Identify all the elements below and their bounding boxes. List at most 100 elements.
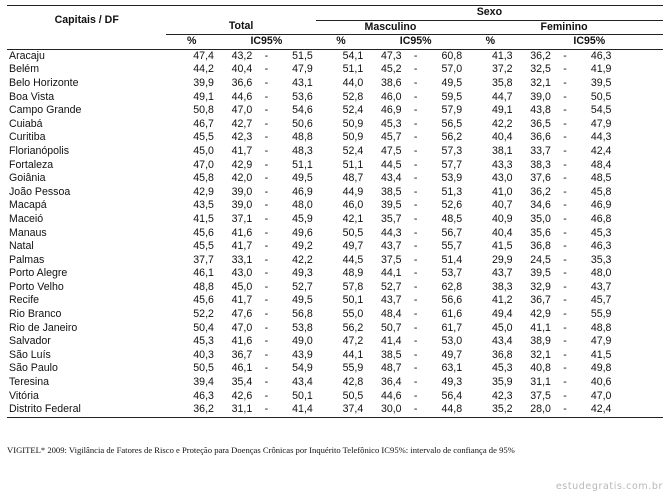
header-total: Total [166, 20, 316, 36]
spacer-cell [614, 77, 663, 91]
feminino-pct: 40,4 [491, 131, 513, 144]
table-row: João Pessoa 42,9 39,0-46,9 44,9 38,5-51,3 41,… [7, 186, 663, 200]
feminino-ic-separator: - [563, 49, 567, 62]
feminino-ic-separator: - [563, 131, 567, 144]
feminino-ic-low: 40,8 [530, 362, 551, 375]
feminino-ic-separator: - [563, 348, 567, 361]
capital-name: São Paulo [9, 362, 58, 375]
masculino-ic-low: 44,6 [380, 389, 402, 402]
masculino-ic-separator: - [413, 308, 418, 321]
feminino-ic-high: 45,8 [590, 185, 612, 198]
masculino-pct: 44,0 [342, 76, 364, 89]
masculino-ic-high: 56,4 [441, 389, 463, 402]
masculino-ic-low: 30,0 [366, 403, 405, 418]
total-ic-low: 35,4 [231, 376, 253, 389]
total-pct: 49,1 [193, 90, 214, 103]
masculino-ic-high: 56,2 [441, 131, 463, 144]
feminino-ic-separator: - [563, 76, 567, 89]
feminino-ic-low: 38,9 [530, 335, 551, 348]
capital-name: São Luís [9, 348, 51, 361]
capital-name: Porto Velho [9, 280, 64, 293]
table-row: Salvador 45,3 41,6-49,0 47,2 41,4-53,0 43,4 38… [7, 335, 663, 349]
total-pct: 45,3 [193, 335, 214, 348]
table-row: Rio de Janeiro 50,4 47,0-53,8 56,2 50,7-61,7… [7, 322, 663, 336]
masculino-ic-separator: - [413, 158, 418, 171]
table-row: Belo Horizonte 39,9 36,6-43,1 44,0 38,6-49,5… [7, 77, 663, 91]
table-row: Aracaju 47,4 43,2-51,5 54,1 47,3-60,8 41,3 36,… [7, 49, 663, 63]
total-pct: 50,8 [193, 104, 214, 117]
total-ic-separator: - [264, 212, 269, 225]
capital-name: Florianópolis [9, 144, 70, 157]
table-row: São Luís 40,3 36,7-43,9 44,1 38,5-49,7 36,8 32… [7, 349, 663, 363]
total-pct: 41,5 [193, 212, 214, 225]
total-ic-high: 51,5 [292, 49, 313, 62]
total-pct: 45,6 [193, 294, 214, 307]
table-row: Palmas 37,7 33,1-42,2 44,5 37,5-51,4 29,9 24,5… [7, 254, 663, 268]
feminino-ic-separator: - [563, 308, 567, 321]
masculino-ic-high: 52,6 [441, 199, 463, 212]
capital-name: João Pessoa [9, 185, 71, 198]
capital-name: Rio de Janeiro [9, 321, 78, 334]
masculino-ic-low: 41,4 [380, 335, 402, 348]
feminino-ic-separator: - [563, 240, 567, 253]
total-ic-low: 41,7 [231, 240, 253, 253]
masculino-ic-separator: - [413, 199, 418, 212]
table-row: Cuiabá 46,7 42,7-50,6 50,9 45,3-56,5 42,2 36,5… [7, 118, 663, 132]
feminino-ic-high: 48,0 [590, 267, 612, 280]
masculino-pct: 55,9 [342, 362, 364, 375]
header-pct-masculino: % [315, 34, 367, 50]
feminino-pct: 43,3 [491, 158, 513, 171]
total-ic-separator: - [264, 335, 269, 348]
masculino-ic-high: 56,6 [441, 294, 463, 307]
total-ic-separator: - [264, 240, 269, 253]
spacer-cell [614, 403, 663, 418]
total-pct: 39,4 [193, 376, 214, 389]
total-pct: 52,2 [193, 308, 214, 321]
masculino-ic-separator: - [413, 280, 418, 293]
spacer-cell [614, 308, 663, 322]
masculino-ic-high: 57,3 [441, 144, 463, 157]
table-row: Fortaleza 47,0 42,9-51,1 51,1 44,5-57,7 43,3 3… [7, 159, 663, 173]
masculino-ic-separator: - [413, 362, 418, 375]
masculino-pct: 50,5 [342, 389, 364, 402]
masculino-ic-high: 57,9 [441, 104, 463, 117]
table-row: Recife 45,6 41,7-49,5 50,1 43,7-56,6 41,2 36,7… [7, 294, 663, 308]
feminino-ic-separator: - [553, 403, 577, 418]
total-pct: 50,5 [193, 362, 214, 375]
total-ic-low: 42,7 [231, 117, 253, 130]
capital-name: Vitória [9, 389, 39, 402]
feminino-ic-high: 48,8 [590, 321, 612, 334]
total-ic-high: 52,7 [292, 280, 313, 293]
feminino-ic-high: 45,7 [590, 294, 612, 307]
feminino-pct: 45,3 [491, 362, 513, 375]
spacer-cell [614, 172, 663, 186]
feminino-ic-high: 42,4 [590, 144, 612, 157]
feminino-pct: 43,0 [491, 172, 513, 185]
total-ic-low: 36,7 [231, 348, 253, 361]
masculino-ic-high: 56,5 [441, 117, 463, 130]
total-pct: 42,9 [193, 185, 214, 198]
total-pct: 45,5 [193, 240, 214, 253]
capital-name: Maceió [9, 212, 44, 225]
feminino-ic-separator: - [563, 253, 567, 266]
masculino-pct: 56,2 [342, 321, 364, 334]
masculino-ic-high: 60,8 [441, 49, 463, 62]
feminino-ic-low: 38,3 [530, 158, 551, 171]
spacer-cell [614, 349, 663, 363]
capital-name: Fortaleza [9, 158, 54, 171]
total-pct: 45,8 [193, 172, 214, 185]
masculino-ic-high: 57,0 [441, 63, 463, 76]
masculino-pct: 46,0 [342, 199, 364, 212]
feminino-ic-high: 55,9 [590, 308, 612, 321]
header-sexo: Sexo [315, 5, 663, 21]
total-ic-separator: - [264, 253, 269, 266]
feminino-ic-high: 49,8 [590, 362, 612, 375]
total-ic-high: 47,9 [292, 63, 313, 76]
feminino-ic-low: 36,2 [530, 185, 551, 198]
total-ic-separator: - [264, 376, 269, 389]
feminino-ic-separator: - [563, 185, 567, 198]
total-ic-high: 42,2 [292, 253, 313, 266]
table-row: Maceió 41,5 37,1-45,9 42,1 35,7-48,5 40,9 35,0… [7, 213, 663, 227]
masculino-pct: 51,1 [342, 63, 364, 76]
header-ic-masculino: IC95% [366, 34, 466, 50]
